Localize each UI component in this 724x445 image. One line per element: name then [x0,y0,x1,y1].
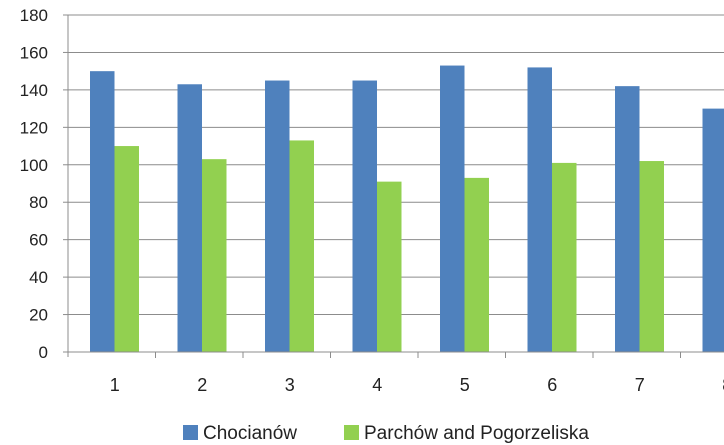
x-tick-label: 7 [635,375,645,395]
x-tick-label: 8 [722,375,724,395]
legend-swatch-chocianow [183,425,198,440]
bar-chocianow-5 [440,65,465,353]
bar-parchow-and-pogorzeliska-4 [377,181,402,352]
y-tick-label: 140 [20,81,48,100]
legend-swatch-parchow-and-pogorzeliska [344,425,359,440]
y-tick-labels: 0 20 40 60 80 100 120 140 160 180 [20,6,48,362]
y-tick-label: 0 [39,343,48,362]
y-tick-label: 100 [20,156,48,175]
x-tick-label: 5 [460,375,470,395]
axes [63,14,724,358]
bar-parchow-and-pogorzeliska-3 [289,140,314,352]
y-tick-label: 180 [20,6,48,25]
bar-chocianow-4 [352,80,377,353]
bar-parchow-and-pogorzeliska-5 [464,177,489,352]
bar-parchow-and-pogorzeliska-2 [202,159,227,352]
bar-parchow-and-pogorzeliska-1 [114,146,139,352]
y-tick-label: 60 [29,231,48,250]
bar-chocianow-8 [702,108,724,352]
y-tick-label: 20 [29,306,48,325]
bar-parchow-and-pogorzeliska-7 [639,161,664,352]
bar-parchow-and-pogorzeliska-6 [552,162,577,352]
gridlines [68,14,724,316]
x-tick-label: 4 [372,375,382,395]
bar-chocianow-6 [527,67,552,352]
legend-label-chocianow: Chocianów [203,423,297,444]
y-tick-label: 40 [29,268,48,287]
legend-label-parchow-and-pogorzeliska: Parchów and Pogorzeliska [364,423,589,444]
bar-chocianow-1 [90,71,115,353]
x-tick-labels: 1 2 3 4 5 6 7 8 [110,375,724,395]
x-tick-label: 6 [547,375,557,395]
bar-chocianow-3 [265,80,290,353]
bars [90,65,724,353]
y-tick-label: 120 [20,118,48,137]
bar-chocianow-2 [177,84,202,353]
x-tick-label: 3 [285,375,295,395]
y-tick-label: 80 [29,193,48,212]
y-tick-label: 160 [20,43,48,62]
bar-chocianow-7 [615,86,640,353]
legend: Chocianów Parchów and Pogorzeliska [183,423,589,444]
x-tick-label: 2 [197,375,207,395]
x-tick-label: 1 [110,375,120,395]
